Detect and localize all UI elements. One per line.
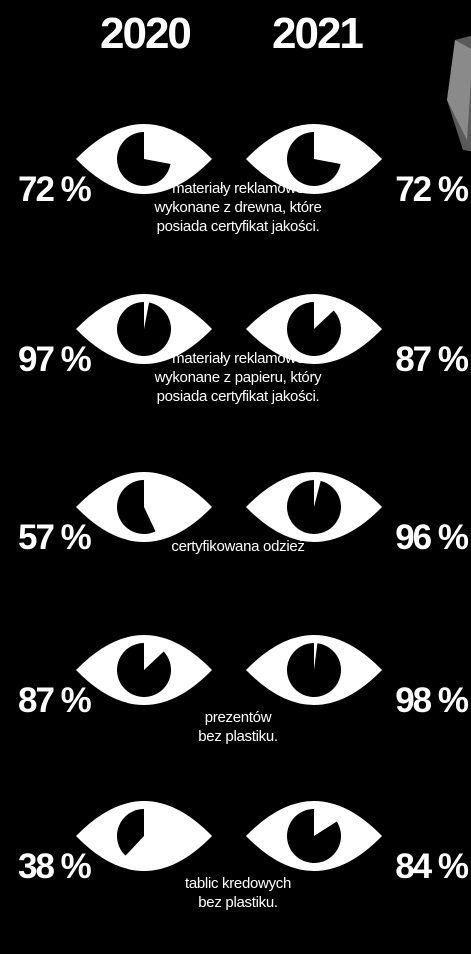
value-2021-label: 72 % [395, 170, 469, 209]
value-2021-label: 84 % [395, 847, 469, 886]
value-2020-label: 97 % [18, 340, 92, 379]
value-2020-label: 38 % [18, 847, 92, 886]
pupil-pie-slice [287, 132, 341, 186]
category-label-line: bez plastiku. [198, 894, 278, 911]
eye-icon [76, 472, 212, 542]
decorative-shape-icon [447, 35, 471, 152]
eye-icon [246, 294, 382, 364]
chart-row: 72 % 72 % materiały reklamowe wykonane z dr… [0, 117, 471, 277]
category-label-line: bez plastiku. [198, 728, 278, 745]
chart-row: 97 % 87 % materiały reklamowe wykonane z pa… [0, 287, 471, 447]
category-label: materiały reklamowe wykonane z papieru, k… [113, 349, 363, 406]
category-label-line: prezentów [204, 709, 272, 726]
category-label: materiały reklamowe wykonane z drewna, kt… [113, 179, 363, 236]
value-2020-label: 87 % [18, 681, 92, 720]
eye-icon [246, 472, 382, 542]
eye-icon [76, 635, 212, 705]
category-label: certyfikowana odzież [113, 537, 363, 556]
eye-icon [76, 124, 212, 194]
pupil-pie-slice [117, 480, 156, 534]
pupil-pie-slice [287, 302, 341, 356]
category-label: tablic kredowych bez plastiku. [113, 874, 363, 912]
category-label-line: posiada certyfikat jakości. [156, 218, 320, 235]
eye-icon [246, 635, 382, 705]
year-2021-label: 2021 [272, 9, 364, 58]
year-2020-label: 2020 [100, 9, 192, 58]
eye-icon [76, 294, 212, 364]
category-label-line: materiały reklamowe [172, 180, 304, 197]
category-label-line: wykonane z papieru, który [154, 369, 322, 386]
value-2021-label: 96 % [395, 518, 469, 557]
eye-icon [246, 124, 382, 194]
category-label-line: certyfikowana odzież [171, 538, 305, 555]
chart-row: 87 % 98 % prezentów bez plastiku. [0, 628, 471, 788]
value-2020-label: 72 % [18, 170, 92, 209]
category-label-line: tablic kredowych [184, 875, 292, 892]
category-label-line: wykonane z drewna, które [154, 199, 322, 216]
pupil-pie-slice [117, 643, 171, 697]
chart-row: 57 % 96 % certyfikowana odzież [0, 465, 471, 625]
pupil-pie-slice [117, 809, 144, 856]
category-label-line: posiada certyfikat jakości. [156, 388, 320, 405]
chart-row: 38 % 84 % tablic kredowych bez plastiku. [0, 794, 471, 954]
category-label: prezentów bez plastiku. [113, 708, 363, 746]
eye-icon [246, 801, 382, 871]
value-2021-label: 98 % [395, 681, 469, 720]
value-2020-label: 57 % [18, 518, 92, 557]
value-2021-label: 87 % [395, 340, 469, 379]
category-label-line: materiały reklamowe [172, 350, 304, 367]
pupil-pie-slice [287, 643, 341, 697]
pupil-pie-slice [287, 480, 341, 534]
pupil-pie-slice [287, 809, 341, 863]
pupil-pie-slice [117, 302, 172, 356]
eye-icon [76, 801, 212, 871]
pupil-pie-slice [117, 132, 171, 186]
